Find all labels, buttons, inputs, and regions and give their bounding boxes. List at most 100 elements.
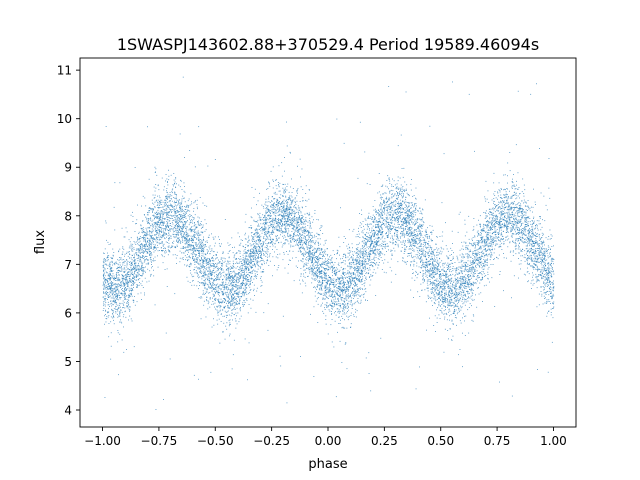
data-point [419, 366, 420, 368]
data-point [278, 214, 280, 216]
data-point [369, 239, 371, 241]
data-point [380, 208, 382, 210]
data-point [109, 277, 111, 279]
data-point [252, 238, 253, 240]
data-point [232, 280, 233, 282]
data-point [216, 290, 217, 292]
data-point [283, 243, 285, 244]
data-point [202, 243, 204, 245]
data-point [511, 207, 513, 209]
data-point [531, 233, 533, 235]
data-point [525, 274, 526, 276]
data-point [182, 236, 183, 238]
data-point [507, 229, 508, 231]
data-point [511, 230, 513, 231]
data-point [352, 259, 353, 261]
data-point [162, 244, 164, 246]
data-point [152, 224, 154, 226]
data-point [151, 261, 152, 263]
data-point [518, 234, 520, 235]
data-point [251, 244, 253, 246]
data-point [250, 266, 252, 268]
data-point [309, 225, 311, 227]
data-point [536, 256, 538, 258]
data-point [440, 271, 441, 272]
data-point [506, 194, 508, 195]
data-point [528, 239, 529, 241]
data-point [157, 250, 159, 252]
data-point [330, 279, 332, 281]
data-point [374, 260, 376, 261]
data-point [164, 232, 166, 234]
data-point [331, 293, 333, 295]
data-point [314, 278, 316, 279]
data-point [328, 292, 330, 294]
data-point [177, 232, 179, 234]
data-point [232, 298, 234, 300]
data-point [406, 211, 408, 213]
data-point [403, 200, 405, 202]
data-point [286, 215, 288, 217]
data-point [243, 259, 245, 261]
data-point [438, 297, 440, 299]
data-point [213, 294, 215, 296]
data-point [191, 219, 193, 220]
data-point [211, 275, 213, 277]
data-point [162, 230, 164, 232]
data-point [313, 279, 315, 281]
data-point [508, 203, 509, 205]
data-point [200, 296, 202, 297]
data-point [417, 255, 419, 257]
data-point [425, 263, 427, 265]
data-point [451, 254, 452, 255]
data-point [433, 294, 435, 295]
data-point [219, 305, 221, 307]
data-point [325, 276, 327, 278]
data-point [400, 212, 401, 214]
data-point [444, 313, 446, 315]
data-point [367, 273, 369, 275]
data-point [373, 219, 375, 220]
data-point [448, 278, 450, 279]
data-point [344, 263, 346, 265]
data-point [416, 277, 418, 279]
data-point [440, 305, 441, 307]
data-point [535, 255, 537, 257]
data-point [308, 247, 310, 249]
data-point [226, 292, 228, 293]
data-point [449, 289, 451, 291]
data-point [489, 217, 491, 219]
data-point [166, 199, 168, 200]
data-point [128, 308, 130, 310]
data-point [198, 237, 200, 239]
data-point [214, 298, 215, 300]
data-point [109, 282, 111, 284]
data-point [532, 206, 534, 208]
data-point [458, 309, 460, 311]
data-point [195, 254, 197, 256]
data-point [528, 233, 530, 235]
data-point [376, 244, 378, 245]
data-point [211, 287, 212, 289]
data-point [127, 301, 128, 302]
data-point [105, 279, 106, 281]
data-point [138, 268, 140, 270]
data-point [438, 288, 440, 290]
data-point [456, 293, 458, 294]
data-point [363, 283, 365, 285]
data-point [353, 316, 355, 317]
data-point [338, 236, 340, 238]
data-point [341, 298, 343, 300]
data-point [221, 265, 223, 267]
data-point [290, 235, 292, 236]
data-point [506, 257, 507, 259]
data-point [378, 218, 380, 220]
data-point [232, 271, 234, 273]
data-point [219, 288, 221, 290]
data-point [408, 236, 410, 237]
data-point [350, 312, 352, 314]
data-point [318, 282, 320, 284]
data-point [199, 197, 201, 198]
data-point [388, 229, 390, 231]
data-point [537, 243, 539, 244]
